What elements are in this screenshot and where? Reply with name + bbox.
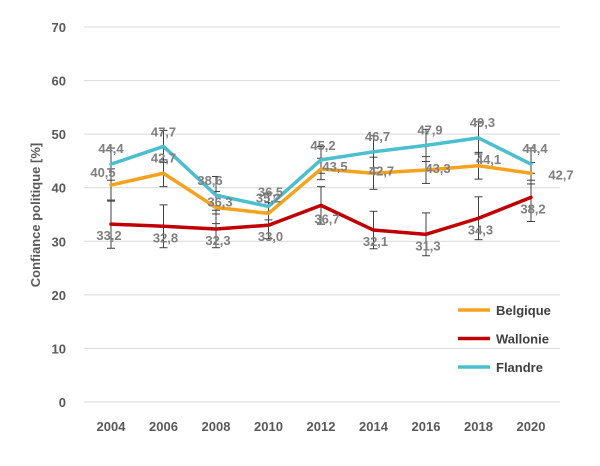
data-label-flandre: 44,4 [522, 141, 548, 156]
data-label-flandre: 45,2 [310, 138, 335, 153]
x-tick-label: 2020 [517, 419, 546, 434]
data-label-wallonie: 36,7 [314, 211, 339, 226]
legend: Belgique Wallonie Flandre [458, 303, 551, 375]
data-label-flandre: 44,4 [98, 141, 124, 156]
data-label-belgique: 42,7 [369, 163, 394, 178]
y-tick-labels: 0 10 20 30 40 50 60 70 [52, 20, 66, 410]
data-label-wallonie: 32,1 [363, 234, 388, 249]
series-lines [109, 136, 533, 237]
y-tick-label: 20 [52, 288, 66, 303]
legend-item-wallonie: Wallonie [458, 332, 549, 347]
data-label-wallonie: 38,2 [520, 201, 545, 216]
data-labels: 40,5 42,7 36,3 35,2 43,5 42,7 43,3 44,1 42,7 33,2… [90, 115, 573, 253]
data-label-wallonie: 33,2 [96, 228, 121, 243]
y-tick-label: 40 [52, 181, 66, 196]
data-label-wallonie: 32,8 [153, 230, 178, 245]
x-tick-label: 2014 [359, 419, 389, 434]
y-tick-label: 10 [52, 341, 66, 356]
x-tick-label: 2018 [464, 419, 493, 434]
data-label-flandre: 49,3 [470, 115, 495, 130]
data-label-flandre: 46,7 [365, 129, 390, 144]
legend-item-flandre: Flandre [458, 360, 543, 375]
data-label-belgique: 42,7 [548, 167, 573, 182]
data-label-belgique: 43,3 [425, 161, 450, 176]
y-tick-label: 30 [52, 234, 66, 249]
x-tick-label: 2012 [307, 419, 336, 434]
data-label-flandre: 38,6 [197, 173, 222, 188]
legend-label: Wallonie [496, 332, 549, 347]
data-label-belgique: 42,7 [151, 150, 176, 165]
x-tick-label: 2004 [97, 419, 127, 434]
y-tick-label: 50 [52, 127, 66, 142]
x-tick-label: 2010 [254, 419, 283, 434]
y-tick-label: 60 [52, 74, 66, 89]
data-label-belgique: 35,2 [256, 190, 281, 205]
data-label-wallonie: 31,3 [415, 238, 440, 253]
y-tick-label: 0 [59, 395, 66, 410]
y-axis-label: Confiance politique [%] [28, 143, 43, 287]
data-label-belgique: 36,3 [207, 195, 232, 210]
legend-item-belgique: Belgique [458, 303, 551, 318]
data-label-flandre: 47,9 [417, 122, 442, 137]
data-label-flandre: 36,5 [258, 184, 283, 199]
data-label-wallonie: 34,3 [468, 222, 493, 237]
x-tick-labels: 2004 2006 2008 2010 2012 2014 2016 2018 2020 [97, 419, 546, 434]
data-label-belgique: 44,1 [476, 152, 501, 167]
data-label-wallonie: 33,0 [258, 229, 283, 244]
x-tick-label: 2006 [149, 419, 178, 434]
data-label-wallonie: 32,3 [205, 233, 230, 248]
y-tick-label: 70 [52, 20, 66, 35]
series-line-belgique [109, 164, 533, 216]
legend-label: Belgique [496, 303, 551, 318]
series-line-wallonie [109, 195, 533, 237]
series-line-flandre [109, 136, 533, 209]
data-label-belgique: 43,5 [322, 159, 347, 174]
data-label-belgique: 40,5 [90, 165, 115, 180]
x-tick-label: 2016 [412, 419, 441, 434]
x-tick-label: 2008 [202, 419, 231, 434]
legend-label: Flandre [496, 360, 543, 375]
data-label-flandre: 47,7 [151, 124, 176, 139]
